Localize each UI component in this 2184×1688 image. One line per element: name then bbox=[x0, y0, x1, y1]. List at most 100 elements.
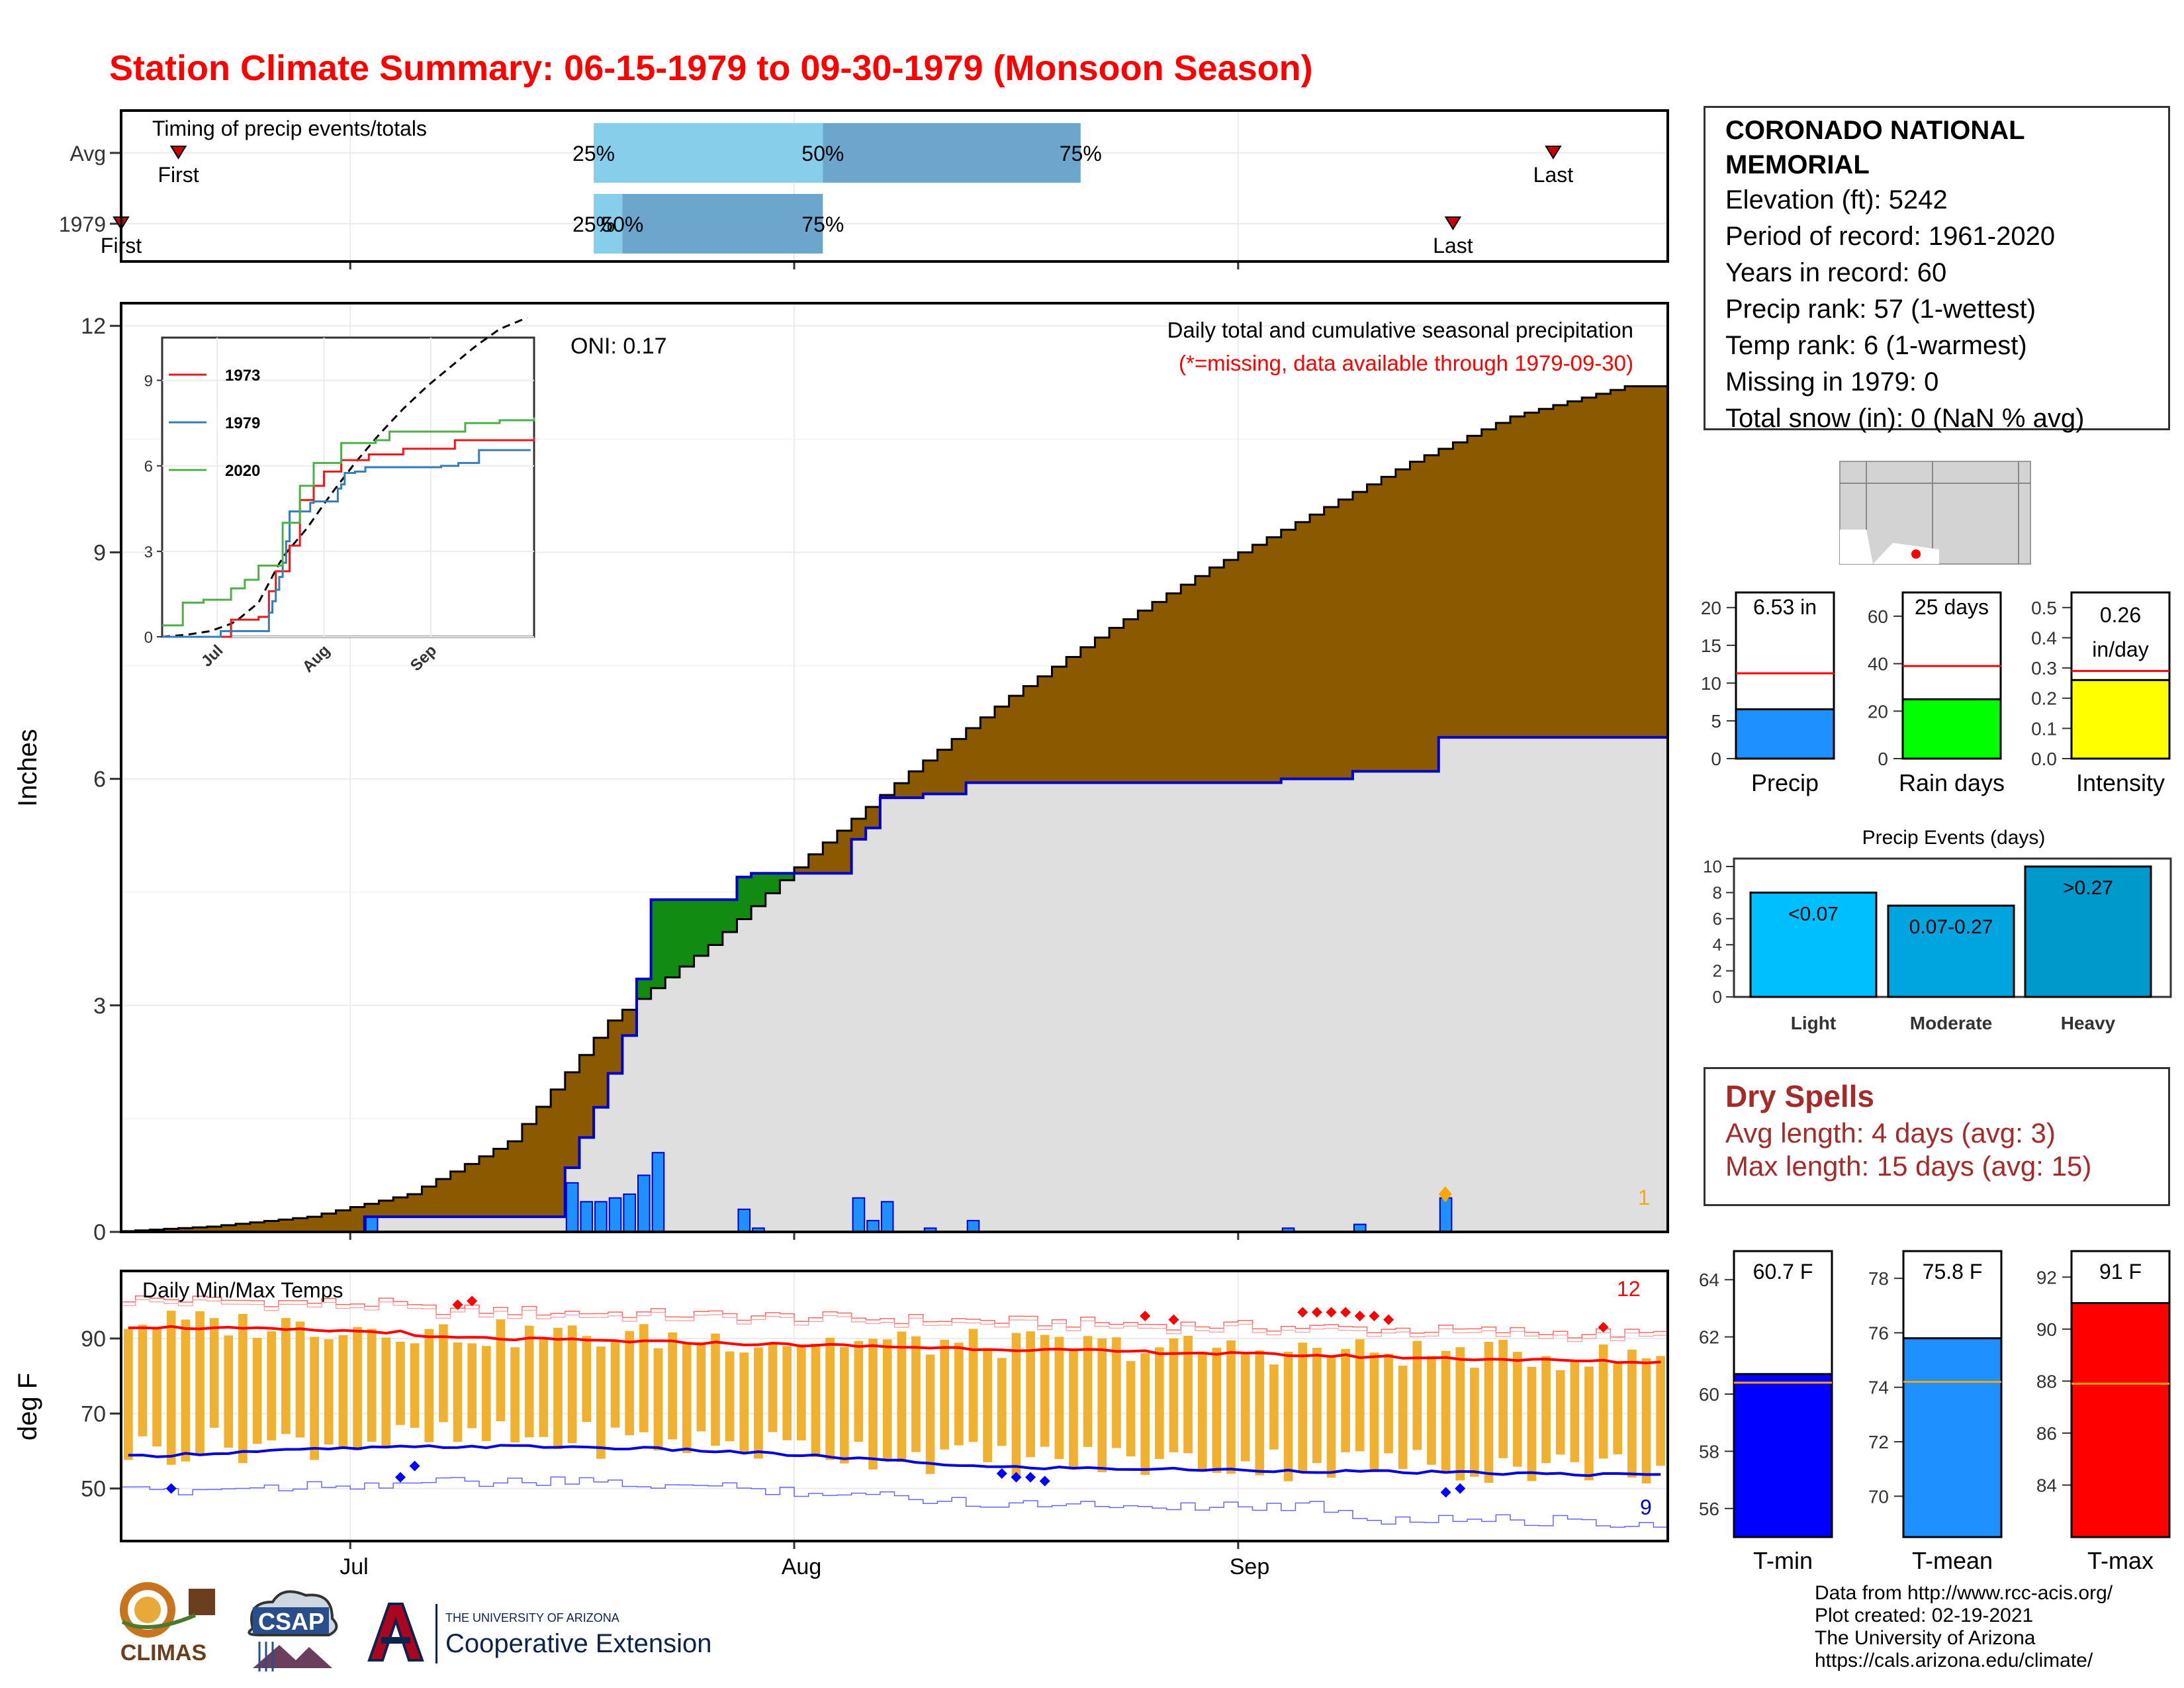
credits-line4: https://cals.arizona.edu/climate/ bbox=[1815, 1650, 2093, 1671]
temp-panel-frame bbox=[120, 1270, 1669, 1542]
temp-bar-ytick-label: 60 bbox=[1699, 1384, 1719, 1405]
daily-temp-bar bbox=[1455, 1347, 1465, 1481]
station-snow: Total snow (in): 0 (NaN % avg) bbox=[1725, 404, 2085, 433]
inset-ytick-label: 0 bbox=[144, 629, 153, 647]
daily-temp-bar bbox=[1112, 1337, 1121, 1448]
daily-temp-bar bbox=[983, 1348, 992, 1462]
summary-ytick-label: 60 bbox=[1868, 606, 1888, 627]
record-high-marker bbox=[1168, 1314, 1179, 1325]
daily-temp-bar bbox=[1598, 1344, 1608, 1459]
summary-bar-fill bbox=[2070, 679, 2171, 760]
events-ytick-label: 0 bbox=[1713, 987, 1722, 1007]
missing-marker bbox=[1438, 1186, 1452, 1202]
precip-ytick-label: 12 bbox=[81, 314, 106, 339]
daily-temp-bar bbox=[1069, 1350, 1078, 1470]
daily-precip-bar bbox=[866, 1219, 880, 1232]
summary-ytick-label: 0 bbox=[1878, 749, 1888, 769]
daily-temp-bar bbox=[124, 1329, 133, 1460]
daily-temp-bar bbox=[1126, 1361, 1136, 1457]
credits-line1: Data from http://www.rcc-acis.org/ bbox=[1815, 1582, 2113, 1604]
summary-ytick-label: 5 bbox=[1711, 711, 1721, 731]
ua-coop-ext-logo: THE UNIVERSITY OF ARIZONA Cooperative Ex… bbox=[367, 1603, 711, 1664]
dry-spells-box: Dry Spells Avg length: 4 days (avg: 3) M… bbox=[1704, 1067, 2170, 1206]
temp-bar-label: T-mean bbox=[1912, 1547, 1993, 1574]
locator-map bbox=[1839, 461, 2031, 565]
daily-precip-bar bbox=[737, 1208, 751, 1232]
daily-temp-bar bbox=[797, 1344, 806, 1440]
daily-temp-bar bbox=[954, 1342, 964, 1446]
precip-plot-area bbox=[121, 385, 1668, 1232]
precip-ytick-label: 9 bbox=[93, 540, 106, 565]
temp-ytick-label: 70 bbox=[81, 1401, 106, 1427]
daily-precip-bar bbox=[580, 1201, 594, 1232]
timing-panel-frame bbox=[120, 109, 1669, 263]
daily-temp-bar bbox=[1541, 1356, 1551, 1464]
station-missing: Missing in 1979: 0 bbox=[1725, 367, 1939, 397]
summary-ytick-label: 0 bbox=[1711, 749, 1721, 769]
quartile-bar-25-50 bbox=[594, 123, 823, 183]
last-label: Last bbox=[1433, 234, 1473, 258]
temp-label: Daily Min/Max Temps bbox=[142, 1278, 343, 1302]
p25-label: 25% bbox=[572, 142, 615, 165]
record-low-marker bbox=[1011, 1472, 1022, 1483]
events-ytick-label: 4 bbox=[1713, 935, 1722, 955]
timing-label: Timing of precip events/totals bbox=[152, 117, 427, 140]
daily-temp-bar bbox=[596, 1346, 606, 1459]
event-bar bbox=[1887, 904, 2015, 998]
daily-temp-bar bbox=[209, 1318, 219, 1428]
quartile-bar-50-75 bbox=[823, 123, 1081, 183]
daily-temp-bar bbox=[295, 1321, 305, 1438]
summary-bar-fill bbox=[1735, 708, 1835, 760]
daily-temp-bar bbox=[625, 1331, 634, 1436]
daily-temp-bar bbox=[396, 1342, 405, 1425]
daily-temp-bar bbox=[1527, 1366, 1537, 1481]
inset-ytick-label: 6 bbox=[144, 458, 153, 476]
oni-label: ONI: 0.17 bbox=[570, 334, 667, 359]
temp-bar-ytick-label: 92 bbox=[2036, 1267, 2057, 1288]
inset-legend-label: 1979 bbox=[225, 414, 260, 432]
temp-bar-value: 91 F bbox=[2099, 1260, 2142, 1284]
inset-series-line bbox=[162, 449, 531, 638]
summary-bar-label: Intensity bbox=[2076, 769, 2165, 796]
daily-temp-bar bbox=[181, 1319, 191, 1462]
daily-temp-bar bbox=[453, 1342, 463, 1442]
temp-bar-ytick-label: 64 bbox=[1699, 1270, 1719, 1290]
dry-spells-avg: Avg length: 4 days (avg: 3) bbox=[1725, 1117, 2056, 1149]
record-low-marker bbox=[996, 1468, 1007, 1479]
daily-temp-bar bbox=[1412, 1340, 1422, 1450]
daily-temp-bar bbox=[353, 1327, 362, 1451]
daily-temp-bar bbox=[610, 1340, 620, 1428]
precip-events-chart: 0 2 4 6 8 10 <0.07 Light 0.07-0.27 Moderate >0.27 H… bbox=[1703, 857, 2172, 1033]
record-high-line bbox=[121, 1295, 1668, 1338]
daily-temp-bar bbox=[1054, 1336, 1064, 1460]
daily-temp-bar bbox=[1183, 1335, 1193, 1454]
summary-ytick-label: 0.1 bbox=[2031, 718, 2057, 739]
record-high-marker bbox=[1326, 1307, 1337, 1318]
temp-bar-label: T-min bbox=[1753, 1547, 1813, 1574]
temp-bar-ytick-label: 58 bbox=[1699, 1441, 1719, 1462]
daily-precip-bar bbox=[365, 1216, 379, 1232]
csap-logo: CSAP bbox=[248, 1590, 338, 1671]
record-low-marker bbox=[1455, 1483, 1466, 1494]
map-mexico-area-2 bbox=[1873, 543, 1939, 564]
credits: Data from http://www.rcc-acis.org/ Plot … bbox=[1815, 1582, 2113, 1672]
month-label-jul: Jul bbox=[340, 1554, 368, 1579]
csap-logo-text: CSAP bbox=[258, 1608, 324, 1635]
month-label-sep: Sep bbox=[1230, 1554, 1270, 1579]
event-bar-range: 0.07-0.27 bbox=[1909, 916, 1993, 938]
temp-ylabel: deg F bbox=[13, 1373, 42, 1440]
daily-temp-bar bbox=[782, 1346, 792, 1440]
summary-bar-label: Precip bbox=[1751, 769, 1819, 796]
temp-bar-ytick-label: 90 bbox=[2036, 1319, 2057, 1340]
summary-ytick-label: 20 bbox=[1701, 598, 1721, 618]
daily-precip-bar bbox=[651, 1152, 665, 1232]
daily-temp-bar bbox=[1212, 1348, 1222, 1474]
inset-legend-label: 2020 bbox=[225, 462, 260, 480]
daily-precip-bar bbox=[1439, 1197, 1453, 1232]
daily-temp-bar bbox=[1283, 1352, 1293, 1481]
daily-temp-bar bbox=[1140, 1353, 1150, 1476]
record-high-marker bbox=[467, 1295, 478, 1307]
event-bar-label: Light bbox=[1791, 1013, 1836, 1033]
daily-precip-bar bbox=[637, 1174, 651, 1232]
